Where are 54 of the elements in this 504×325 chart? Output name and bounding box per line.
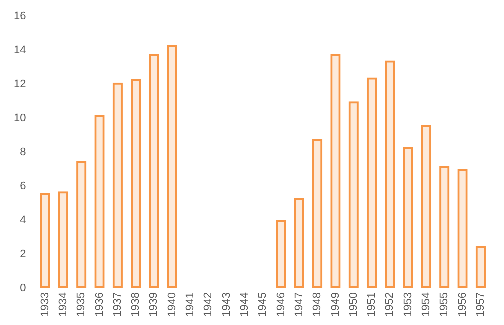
x-tick-label: 1940 <box>166 292 178 318</box>
x-tick-label: 1950 <box>348 292 360 318</box>
x-tick-label: 1944 <box>239 292 251 318</box>
x-tick-label: 1951 <box>366 292 378 318</box>
x-tick-label: 1956 <box>456 292 469 318</box>
y-tick-label: 8 <box>20 146 26 159</box>
bar <box>131 79 142 289</box>
bar <box>385 60 396 289</box>
y-tick-label: 6 <box>20 180 26 193</box>
bar <box>94 115 105 289</box>
x-tick-label: 1941 <box>184 292 197 318</box>
x-tick-label: 1946 <box>275 292 288 318</box>
x-tick-label: 1935 <box>76 292 88 318</box>
x-tick-label: 1942 <box>202 292 215 318</box>
bar <box>440 166 450 289</box>
x-tick-label: 1947 <box>293 292 306 318</box>
x-tick-label: 1949 <box>330 292 342 318</box>
bar <box>348 102 359 289</box>
y-tick-label: 0 <box>20 282 26 295</box>
bar <box>294 198 304 289</box>
x-tick-label: 1957 <box>474 292 487 318</box>
bar <box>58 192 69 289</box>
bar <box>312 138 323 289</box>
y-tick-label: 4 <box>20 214 26 227</box>
y-tick-label: 12 <box>14 78 26 91</box>
x-tick-label: 1936 <box>94 292 106 318</box>
bar <box>149 54 160 289</box>
bar <box>76 161 87 289</box>
x-tick-label: 1954 <box>420 292 433 318</box>
bar <box>421 125 432 289</box>
bar <box>458 170 468 289</box>
bar <box>403 147 414 289</box>
x-tick-label: 1937 <box>112 292 124 318</box>
x-tick-label: 1945 <box>257 292 270 318</box>
x-tick-label: 1939 <box>148 292 160 318</box>
y-tick-label: 10 <box>14 112 26 125</box>
bar <box>167 45 178 289</box>
x-tick-label: 1948 <box>312 292 324 318</box>
bar <box>330 54 341 289</box>
x-tick-label: 1955 <box>438 292 451 318</box>
bar <box>476 246 486 289</box>
bar <box>276 220 286 289</box>
x-tick-label: 1938 <box>130 292 142 318</box>
y-tick-label: 2 <box>20 248 26 261</box>
x-tick-label: 1933 <box>39 292 52 318</box>
bar <box>366 78 378 289</box>
bar <box>112 82 123 289</box>
bar <box>40 193 50 289</box>
y-tick-label: 16 <box>14 10 26 23</box>
x-tick-label: 1953 <box>402 292 414 318</box>
x-tick-label: 1934 <box>57 292 70 318</box>
x-tick-label: 1952 <box>384 292 396 318</box>
x-tick-label: 1943 <box>220 292 233 318</box>
y-tick-label: 14 <box>14 44 26 57</box>
